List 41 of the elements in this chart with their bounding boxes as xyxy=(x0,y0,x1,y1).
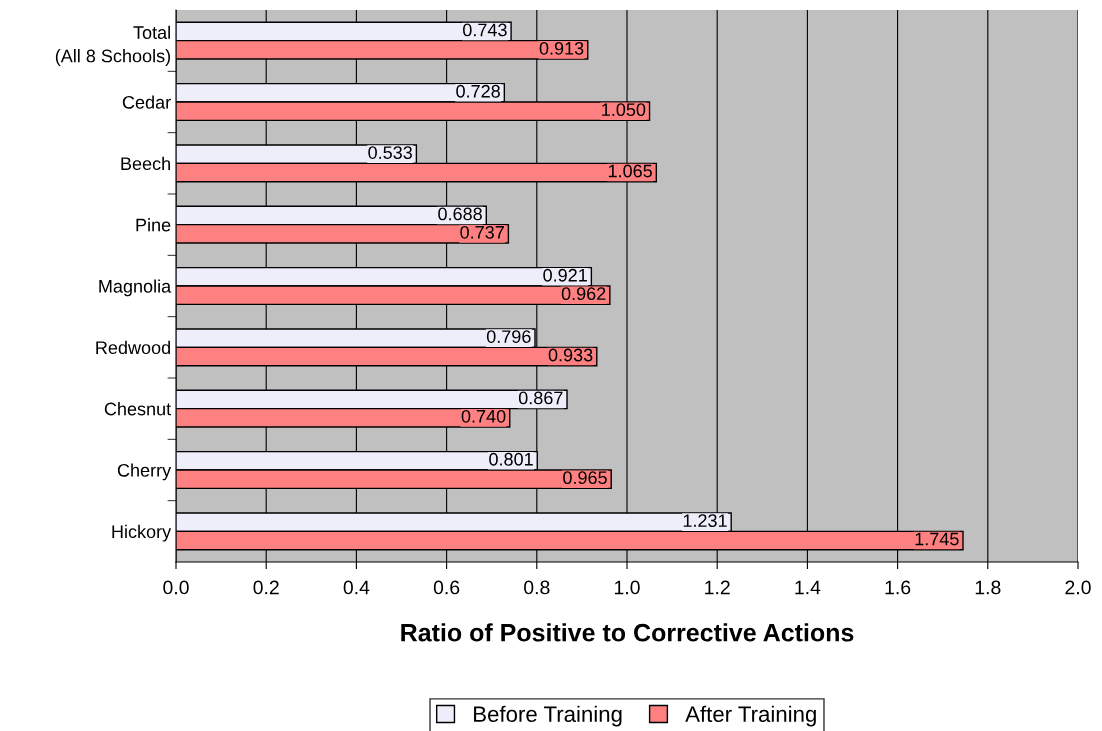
y-tick-label: Redwood xyxy=(96,340,170,355)
x-tick-label: 0.2 xyxy=(253,580,279,595)
x-tick-label: 1.6 xyxy=(885,580,911,595)
x-tick-label: 2.0 xyxy=(1065,580,1091,595)
data-label: 0.921 xyxy=(543,268,587,282)
y-tick-label: Beech xyxy=(121,156,170,171)
x-tick-label: 1.2 xyxy=(705,580,730,595)
data-label: 0.933 xyxy=(548,348,593,362)
data-label: 0.867 xyxy=(518,391,563,405)
data-label: 1.231 xyxy=(683,514,727,527)
x-tick-label: 0.4 xyxy=(343,580,370,595)
x-tick-label: 1.8 xyxy=(975,580,1001,595)
x-tick-label: 0.8 xyxy=(524,580,550,595)
x-tick-label: 1.4 xyxy=(795,580,821,595)
legend-label: After Training xyxy=(685,705,816,727)
y-tick-label: Total (All 8 Schools) xyxy=(55,25,171,66)
data-label: 0.913 xyxy=(539,41,584,55)
y-tick-label: Chesnut xyxy=(104,402,172,416)
x-axis-title: Ratio of Positive to Corrective Actions xyxy=(401,623,854,642)
y-tick-label: Magnolia xyxy=(99,279,172,297)
y-tick-label: Pine xyxy=(136,218,171,232)
data-label: 1.065 xyxy=(608,164,652,178)
data-label: 0.965 xyxy=(563,471,607,485)
x-tick-label: 1.0 xyxy=(614,580,640,595)
data-label: 0.688 xyxy=(438,207,482,221)
data-label: 0.796 xyxy=(486,330,531,343)
x-tick-label: 0.6 xyxy=(433,580,460,595)
y-tick-label: Cedar xyxy=(122,95,171,109)
y-tick-label: Cherry xyxy=(117,463,172,481)
data-label: 1.050 xyxy=(602,103,646,117)
y-tick-label: Hickory xyxy=(112,524,172,542)
data-label: 0.740 xyxy=(461,409,506,423)
data-label: 1.745 xyxy=(915,532,959,546)
x-tick-label: 0.0 xyxy=(163,580,189,595)
data-label: 0.737 xyxy=(460,225,504,239)
data-label: 0.728 xyxy=(456,84,500,98)
data-label: 0.533 xyxy=(368,146,412,159)
data-label: 0.962 xyxy=(561,287,606,301)
data-label: 0.743 xyxy=(463,23,507,37)
data-label: 0.801 xyxy=(489,452,533,466)
legend-label: Before Training xyxy=(474,705,622,727)
